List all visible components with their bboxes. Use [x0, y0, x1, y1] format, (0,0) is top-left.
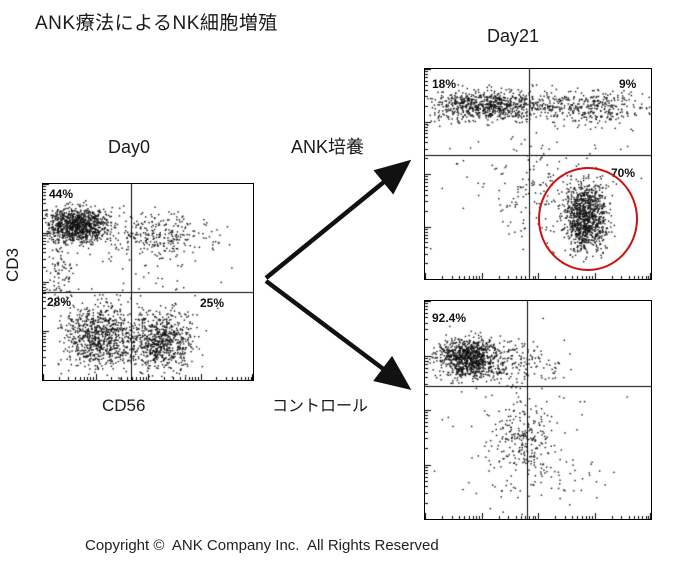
flow-plot-control: 92.4%	[424, 300, 652, 520]
y-axis-label-cd3: CD3	[3, 248, 22, 283]
day0-label: Day0	[108, 137, 151, 157]
day21-pct-top-left: 18%	[432, 77, 457, 91]
day0-pct-top-left: 44%	[49, 187, 74, 201]
figure-title: ANK療法によるNK細胞増殖	[35, 13, 278, 34]
arrows-graphic	[264, 159, 412, 391]
day21-pct-top-right: 9%	[619, 77, 637, 91]
control-scatter-canvas	[425, 301, 651, 519]
day0-pct-bottom-right: 25%	[200, 296, 225, 310]
highlight-ellipse	[538, 167, 638, 271]
x-axis-label-cd56: CD56	[102, 396, 146, 415]
flow-plot-day0: 44% 28% 25%	[42, 183, 254, 381]
arrow-ank-culture	[264, 159, 412, 280]
arrow-label-control: コントロール	[272, 398, 369, 415]
day0-scatter-canvas	[43, 184, 253, 380]
day21-label: Day21	[487, 26, 540, 46]
day0-pct-bottom-left: 28%	[47, 295, 72, 309]
arrow-control	[264, 279, 412, 391]
control-pct-top-left: 92.4%	[432, 311, 467, 325]
copyright-text: Copyright © ANK Company Inc. All Rights …	[85, 537, 439, 554]
arrow-label-ank-culture: ANK培養	[291, 137, 365, 157]
